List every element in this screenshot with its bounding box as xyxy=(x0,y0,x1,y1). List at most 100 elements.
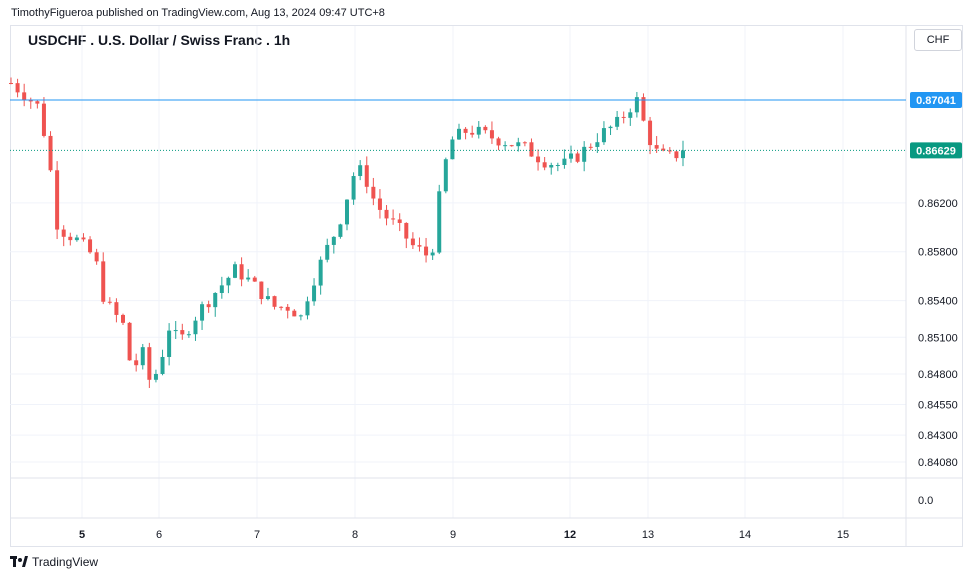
brand-name: TradingView xyxy=(32,555,99,569)
candle-body xyxy=(114,302,119,315)
candle-body xyxy=(516,142,521,147)
candle-body xyxy=(575,153,580,162)
candle-body xyxy=(397,219,402,223)
tradingview-logo-icon xyxy=(10,556,28,567)
candle-body xyxy=(667,150,672,152)
candle-body xyxy=(509,145,514,147)
candle-body xyxy=(391,218,396,220)
candle-body xyxy=(318,259,323,286)
x-tick-label: 15 xyxy=(837,529,849,541)
candle-body xyxy=(265,296,270,300)
candle-body xyxy=(285,306,290,311)
candle-body xyxy=(588,146,593,148)
publisher-line: TimothyFigueroa published on TradingView… xyxy=(11,7,385,19)
candle-body xyxy=(213,292,218,308)
candle-body xyxy=(206,304,211,308)
candle-body xyxy=(246,277,251,280)
candle-body xyxy=(555,164,560,166)
candle-body xyxy=(186,334,191,336)
candle-body xyxy=(358,165,363,177)
x-tick-label: 14 xyxy=(739,529,751,541)
candle-body xyxy=(601,128,606,143)
candle-body xyxy=(22,92,27,101)
candle-body xyxy=(226,277,231,286)
candle-body xyxy=(193,320,198,335)
candle-body xyxy=(160,356,165,374)
candle-body xyxy=(94,252,99,262)
candle-body xyxy=(101,261,106,302)
candle-body xyxy=(55,170,60,230)
x-tick-label: 7 xyxy=(254,529,260,541)
candle-body xyxy=(121,314,125,323)
candle-body xyxy=(608,126,613,129)
candle-body xyxy=(483,126,488,131)
candle-body xyxy=(351,176,356,200)
candle-body xyxy=(430,252,435,256)
candle-body xyxy=(549,164,554,168)
candle-body xyxy=(200,304,205,321)
candle-body xyxy=(167,330,172,357)
y-tick-label: 0.84550 xyxy=(918,400,958,412)
candle-body xyxy=(127,322,132,361)
candle-body xyxy=(345,199,349,225)
candle-body xyxy=(417,245,422,247)
candle-body xyxy=(88,239,93,253)
candle-body xyxy=(338,224,343,237)
candle-body xyxy=(279,306,284,308)
y-tick-label: 0.84080 xyxy=(918,457,958,469)
candle-body xyxy=(134,360,139,366)
y-tick-label: 0.85100 xyxy=(918,332,958,344)
candle-body xyxy=(272,296,277,307)
candle-body xyxy=(628,112,633,118)
horizontal-line-label: 0.87041 xyxy=(916,95,956,107)
candle-body xyxy=(252,277,257,282)
candle-body xyxy=(463,128,468,133)
y-tick-label: 0.85400 xyxy=(918,296,958,308)
candle-body xyxy=(450,139,455,160)
horizontal-line-label-bg xyxy=(910,92,962,108)
candle-body xyxy=(404,222,409,239)
candle-body xyxy=(410,238,415,246)
candle-body xyxy=(140,347,145,366)
candle-body xyxy=(674,151,679,159)
candle-body xyxy=(219,285,224,293)
candle-body xyxy=(470,132,475,135)
last-price-label: 0.86629 xyxy=(916,145,956,157)
candle-body xyxy=(41,103,46,136)
candle-body xyxy=(298,315,303,317)
candle-body xyxy=(68,236,73,241)
currency-button[interactable]: CHF xyxy=(914,29,962,51)
x-tick-label: 9 xyxy=(450,529,456,541)
candle-body xyxy=(621,116,626,118)
candle-body xyxy=(312,285,317,302)
candle-body xyxy=(81,237,86,240)
candle-body xyxy=(569,153,573,159)
candle-body xyxy=(634,97,639,113)
x-tick-label: 5 xyxy=(79,529,85,541)
candle-body xyxy=(48,135,53,171)
candle-body xyxy=(35,101,40,104)
x-tick-label: 13 xyxy=(642,529,654,541)
candle-body xyxy=(562,158,567,165)
candle-body xyxy=(61,229,66,237)
candle-body xyxy=(536,156,541,163)
candle-body xyxy=(457,128,461,140)
candle-body xyxy=(180,330,185,335)
candle-body xyxy=(9,83,13,85)
chart-panel xyxy=(10,25,963,547)
candle-body xyxy=(654,145,659,149)
candle-body xyxy=(424,246,429,256)
x-tick-label: 12 xyxy=(564,529,576,541)
y-tick-label: 0.84800 xyxy=(918,369,958,381)
candle-body xyxy=(28,100,33,102)
candle-body xyxy=(107,301,112,303)
candle-body xyxy=(74,237,79,241)
candle-body xyxy=(292,310,297,317)
candle-body xyxy=(489,130,494,139)
candle-body xyxy=(325,244,330,260)
candle-body xyxy=(522,142,527,144)
candle-body xyxy=(384,209,389,219)
candle-body xyxy=(153,373,158,380)
candle-body xyxy=(542,162,547,168)
candle-body xyxy=(259,281,264,300)
